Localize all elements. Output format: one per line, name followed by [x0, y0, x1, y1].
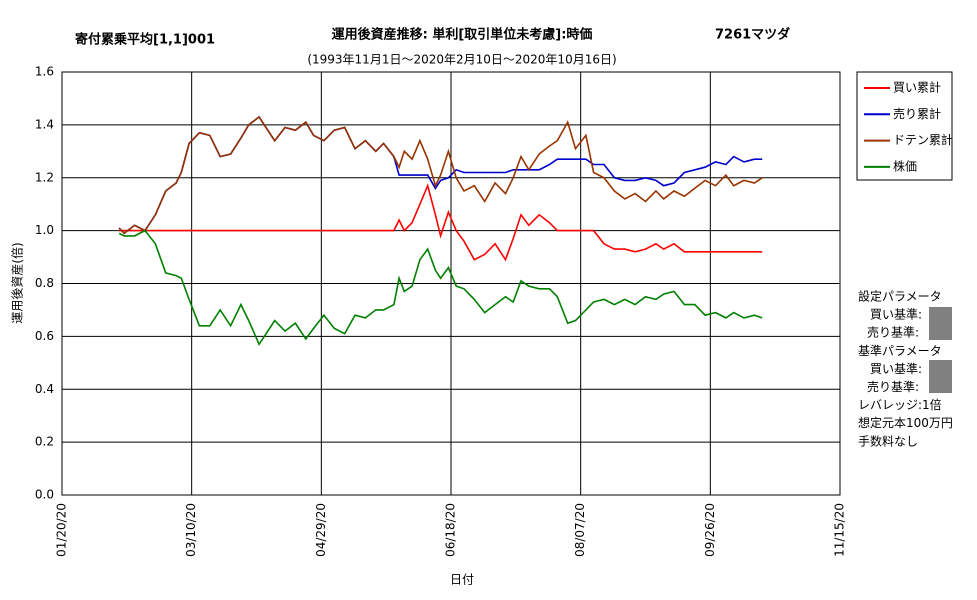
chart-title: 運用後資産推移: 単利[取引単位未考慮]:時価 — [332, 27, 593, 43]
x-tick-label: 04/29/20 — [314, 503, 328, 557]
hidden-value-box — [929, 360, 952, 393]
legend-label: 買い累計 — [893, 80, 941, 95]
legend-label: 株価 — [893, 158, 917, 173]
x-tick-label: 01/20/20 — [55, 503, 69, 557]
y-tick-label: 0.2 — [35, 435, 54, 449]
x-tick-label: 06/18/20 — [444, 503, 458, 557]
y-tick-label: 1.0 — [35, 223, 54, 237]
parameter-text: 手数料なし — [858, 433, 918, 448]
legend-label: 売り累計 — [893, 106, 941, 121]
parameter-text: 買い基準: — [870, 307, 922, 322]
y-tick-label: 0.0 — [35, 488, 54, 502]
parameter-text: 売り基準: — [867, 325, 919, 340]
plot-border — [61, 71, 841, 496]
hidden-value-box — [929, 307, 952, 340]
x-axis-label: 日付 — [450, 573, 474, 587]
ticker-label: 7261マツダ — [715, 27, 790, 43]
strategy-label: 寄付累乗平均[1,1]001 — [75, 32, 215, 48]
y-tick-label: 1.2 — [35, 170, 54, 184]
y-tick-label: 1.4 — [35, 117, 54, 131]
y-tick-label: 1.6 — [35, 65, 54, 79]
series-line — [119, 183, 763, 262]
parameter-text: 設定パラメータ — [858, 289, 942, 304]
series-line — [118, 115, 763, 235]
parameter-text: 買い基準: — [870, 361, 922, 376]
x-tick-label: 11/15/20 — [833, 503, 847, 557]
legend-label: ドテン累計 — [893, 132, 953, 147]
x-tick-label: 08/07/20 — [573, 503, 587, 557]
parameter-text: 想定元本100万円 — [858, 415, 953, 430]
y-tick-label: 0.8 — [35, 276, 54, 290]
series-line — [118, 229, 763, 346]
y-tick-label: 0.6 — [35, 329, 54, 343]
y-axis-label: 運用後資産(倍) — [10, 242, 25, 323]
x-tick-label: 09/26/20 — [703, 503, 717, 557]
chart-subtitle: (1993年11月1日～2020年2月10日～2020年10月16日) — [307, 53, 616, 67]
parameter-text: レバレッジ:1倍 — [858, 397, 942, 412]
y-tick-label: 0.4 — [35, 382, 54, 396]
x-tick-label: 03/10/20 — [184, 503, 198, 557]
parameter-text: 基準パラメータ — [858, 343, 942, 358]
parameter-text: 売り基準: — [867, 379, 919, 394]
legend-box — [856, 71, 953, 181]
